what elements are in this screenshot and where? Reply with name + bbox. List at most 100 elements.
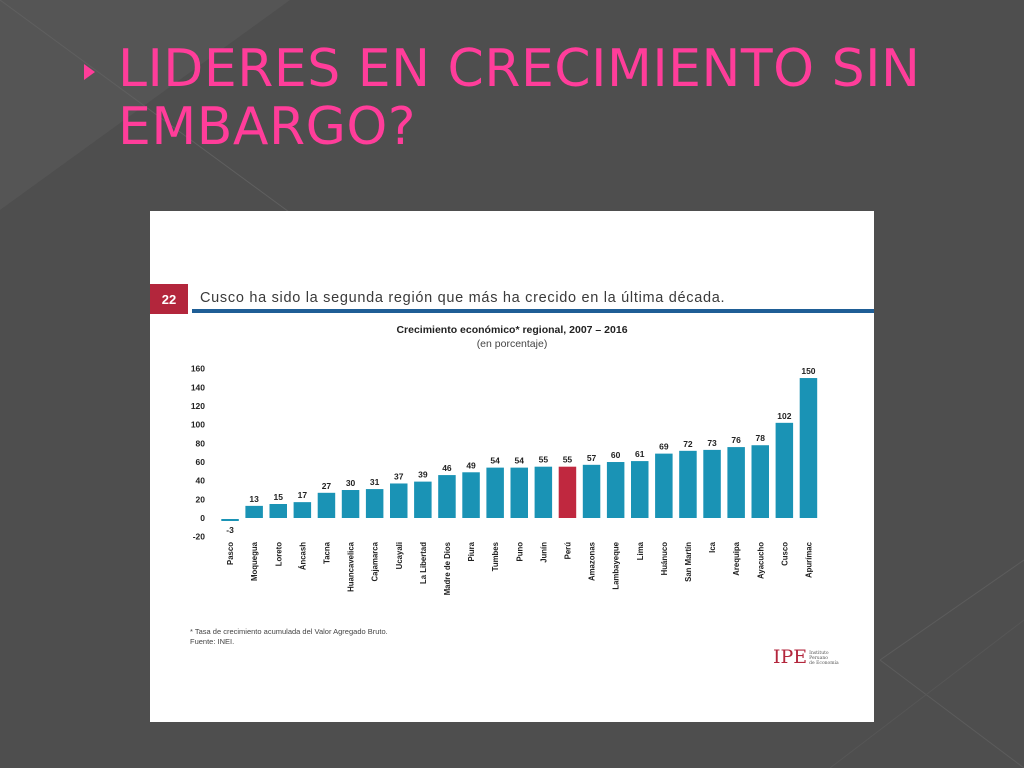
slide-title: LIDERES EN CRECIMIENTO SIN EMBARGO? <box>118 39 921 157</box>
y-tick-label: 0 <box>200 513 205 523</box>
x-tick-label: Ucayali <box>395 542 404 569</box>
bar <box>606 462 625 518</box>
x-tick-label: Lima <box>636 541 645 560</box>
bar <box>582 464 601 518</box>
bar <box>462 472 480 518</box>
x-tick-label: Amazonas <box>588 541 597 581</box>
chart-subtitle: (en porcentaje) <box>476 338 548 350</box>
bar <box>631 461 649 518</box>
x-tick-label: Moquegua <box>250 541 259 581</box>
figure-caption: Cusco ha sido la segunda región que más … <box>200 290 726 306</box>
data-label: -3 <box>226 525 234 535</box>
chart-title: Crecimiento económico* regional, 2007 – … <box>396 324 628 336</box>
bar <box>365 489 384 518</box>
y-tick-label: 160 <box>191 364 205 374</box>
bar <box>558 466 577 518</box>
bar <box>486 467 504 518</box>
x-tick-label: Pasco <box>226 542 235 565</box>
bar <box>221 519 239 521</box>
data-label: 55 <box>563 455 573 465</box>
data-label: 60 <box>611 450 621 460</box>
bar <box>751 445 769 518</box>
data-label: 49 <box>466 460 476 470</box>
bar <box>775 422 794 518</box>
figure-header: 22 Cusco ha sido la segunda región que m… <box>150 284 874 316</box>
x-tick-label: Cusco <box>780 542 789 566</box>
footnote-source: Fuente: INEI. <box>190 637 235 646</box>
data-label: 72 <box>683 439 693 449</box>
x-tick-label: San Martín <box>684 542 693 582</box>
bar <box>245 505 263 518</box>
footnote-definition: * Tasa de crecimiento acumulada del Valo… <box>190 627 388 636</box>
data-label: 61 <box>635 449 645 459</box>
logo-mark: IPE <box>773 646 808 668</box>
x-tick-label: Lambayeque <box>612 541 621 589</box>
footnote: * Tasa de crecimiento acumulada del Valo… <box>190 627 388 647</box>
y-tick-label: 80 <box>196 438 206 448</box>
data-label: 46 <box>442 463 452 473</box>
x-tick-label: Madre de Dios <box>443 541 452 595</box>
bar <box>727 447 745 518</box>
data-label: 102 <box>777 411 791 421</box>
data-label: 15 <box>274 492 284 502</box>
bar-chart: -20 0 20 40 60 80 100 120 140 160 -3 Pasco 13 Moquegu… <box>191 364 818 595</box>
x-tick-label: Piura <box>467 541 476 561</box>
x-tick-label: Puno <box>515 542 524 562</box>
data-label: 76 <box>731 435 741 445</box>
x-tick-label: Huancavelica <box>347 541 356 592</box>
y-tick-label: 60 <box>196 457 206 467</box>
y-tick-label: 40 <box>196 476 206 486</box>
data-label: 54 <box>515 456 525 466</box>
bar <box>317 492 336 518</box>
bar <box>655 453 673 518</box>
y-tick-label: 100 <box>191 420 205 430</box>
x-tick-label: Loreto <box>274 542 283 566</box>
x-tick-label: Áncash <box>298 542 307 570</box>
data-label: 69 <box>659 442 669 452</box>
logo-text: Instituto Peruano de Economía <box>809 651 839 666</box>
bar <box>438 475 456 518</box>
bar <box>390 483 408 518</box>
x-tick-label: Junín <box>539 542 548 563</box>
data-label: 13 <box>249 494 259 504</box>
data-label: 150 <box>801 366 815 376</box>
bar <box>534 466 553 518</box>
x-tick-label: Perú <box>563 542 572 560</box>
data-label: 39 <box>418 470 428 480</box>
chart-panel: 22 Cusco ha sido la segunda región que m… <box>150 211 874 722</box>
bar <box>799 378 818 518</box>
bar <box>679 450 697 518</box>
x-tick-label: Ica <box>708 541 717 553</box>
data-label: 73 <box>707 438 717 448</box>
x-tick-label: Apurímac <box>804 541 813 578</box>
bar <box>269 504 287 518</box>
bar <box>414 481 432 518</box>
bar <box>703 449 721 518</box>
x-tick-label: Arequipa <box>732 541 741 575</box>
data-label: 31 <box>370 477 380 487</box>
bar <box>293 502 312 518</box>
data-label: 17 <box>298 490 308 500</box>
ipe-logo: IPE Instituto Peruano de Economía <box>773 643 839 667</box>
data-label: 27 <box>322 481 332 491</box>
x-tick-label: La Libertad <box>419 542 428 584</box>
data-label: 78 <box>756 433 766 443</box>
bar <box>341 490 360 518</box>
y-tick-label: 120 <box>191 401 205 411</box>
x-tick-label: Tacna <box>322 541 331 564</box>
data-label: 57 <box>587 453 597 463</box>
bar <box>510 467 528 518</box>
header-rule <box>192 309 874 313</box>
x-tick-label: Huánuco <box>660 542 669 576</box>
title-bullet-icon <box>84 64 95 80</box>
y-tick-label: 140 <box>191 382 205 392</box>
x-tick-label: Tumbes <box>491 541 500 571</box>
data-label: 37 <box>394 471 404 481</box>
x-tick-label: Cajamarca <box>371 541 380 581</box>
data-label: 54 <box>490 456 500 466</box>
figure-number-badge: 22 <box>150 284 188 314</box>
y-tick-label: 20 <box>196 494 206 504</box>
x-tick-label: Ayacucho <box>756 542 765 579</box>
y-tick-label: -20 <box>193 532 206 542</box>
data-label: 30 <box>346 478 356 488</box>
